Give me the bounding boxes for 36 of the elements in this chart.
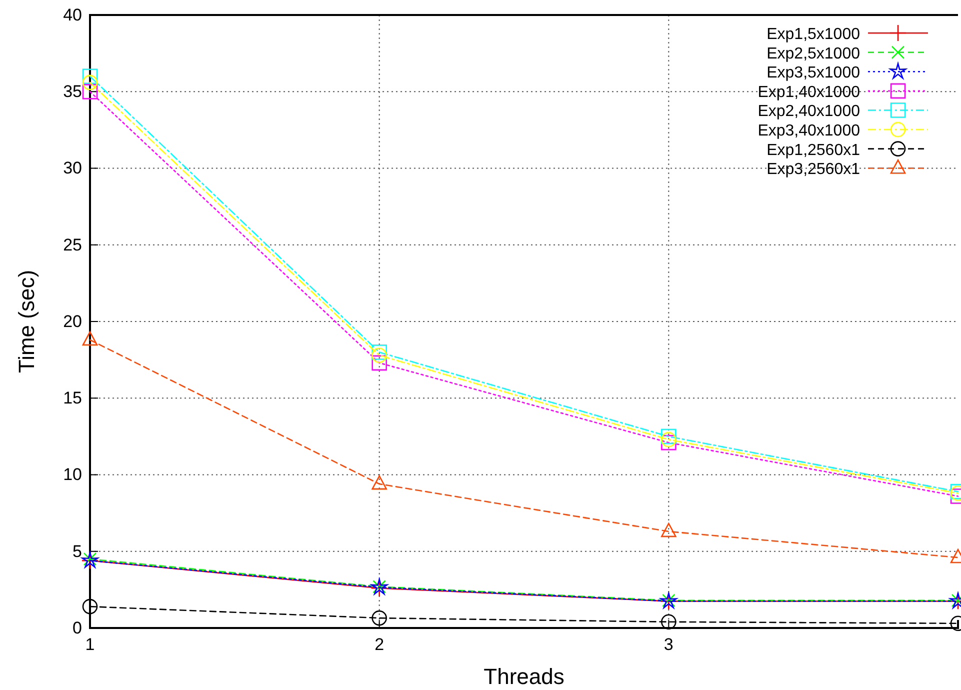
x-tick-label: 1 [85, 635, 95, 654]
point [661, 428, 676, 444]
y-tick-label: 5 [72, 542, 82, 561]
point [372, 610, 387, 626]
legend-label: Exp3,40x1000 [758, 122, 860, 140]
point [372, 475, 387, 490]
point [372, 344, 387, 360]
point [372, 348, 387, 363]
legend-label: Exp1,5x1000 [766, 26, 860, 43]
point [82, 68, 98, 84]
point [82, 331, 98, 346]
y-tick-label: 35 [63, 82, 82, 102]
x-tick-label: 3 [664, 635, 674, 654]
legend-label: Exp2,40x1000 [758, 103, 860, 120]
y-tick-label: 30 [63, 158, 82, 178]
y-tick-label: 10 [63, 465, 82, 484]
legend-label: Exp2,5x1000 [766, 45, 860, 62]
y-axis-title: Time (sec) [14, 270, 39, 374]
y-tick-label: 20 [63, 312, 82, 331]
point [661, 432, 676, 448]
legend-label: Exp3,5x1000 [766, 64, 860, 82]
legend-label: Exp1,2560x1 [766, 142, 860, 159]
x-axis-title: Threads [484, 664, 564, 689]
y-tick-label: 25 [63, 235, 82, 254]
point [82, 74, 98, 90]
y-tick-label: 15 [63, 388, 82, 408]
point [661, 522, 676, 538]
y-tick-label: 40 [63, 5, 82, 24]
point [661, 614, 676, 630]
point [82, 598, 98, 614]
y-tick-label: 0 [72, 618, 82, 638]
legend-label: Exp1,40x1000 [758, 84, 860, 101]
point [82, 84, 98, 100]
x-tick-label: 2 [374, 635, 384, 654]
point [372, 355, 387, 371]
legend-label: Exp3,2560x1 [766, 161, 860, 178]
